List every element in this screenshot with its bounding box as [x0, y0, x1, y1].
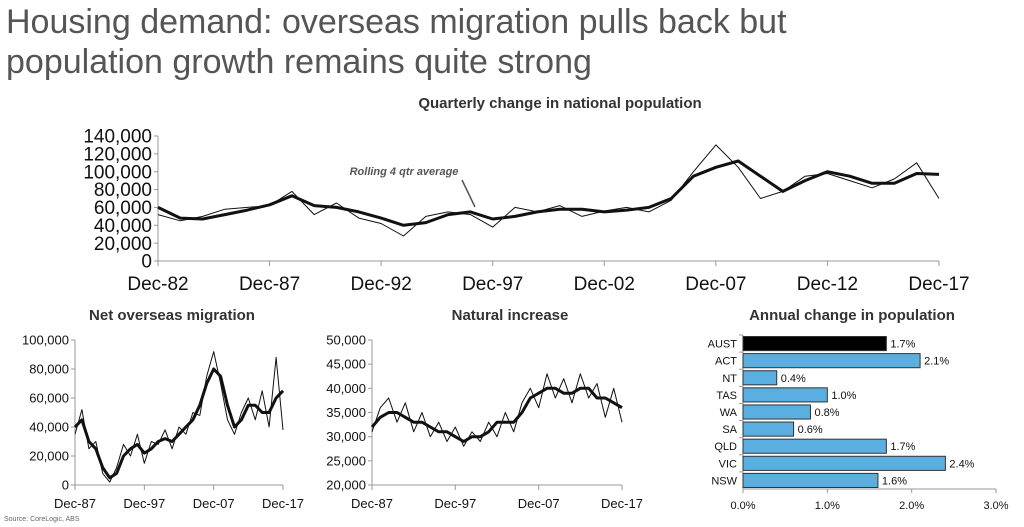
x-tick-label: Dec-07 [685, 274, 746, 295]
bar-tas [742, 387, 828, 403]
value-label: 1.7% [890, 339, 915, 351]
chart-title: Natural increase [452, 307, 569, 324]
y-tick-label: 50,000 [326, 333, 366, 348]
x-tick-label: Dec-87 [54, 496, 96, 511]
bar-sa [742, 421, 795, 437]
value-label: 1.0% [831, 390, 856, 402]
y-tick-label: 60,000 [94, 198, 152, 219]
y-tick-label: 0 [62, 478, 69, 493]
bar-qld [742, 438, 887, 454]
x-tick-label: Dec-97 [434, 496, 476, 511]
bar-nt [742, 370, 778, 386]
x-tick-label: Dec-07 [193, 496, 235, 511]
quarterly-line [157, 144, 940, 237]
value-label: 2.1% [924, 356, 949, 368]
category-label: WA [720, 407, 738, 419]
source-note: Source: CoreLogic, ABS [4, 516, 80, 523]
bar-vic [742, 455, 946, 471]
category-label: SA [722, 424, 737, 436]
y-tick-label: 100,000 [22, 333, 69, 348]
annotation-label: Rolling 4 qtr average [350, 166, 459, 178]
chart-title: Net overseas migration [89, 307, 255, 324]
x-tick-label: 3.0% [983, 500, 1008, 512]
x-tick-label: Dec-82 [127, 274, 188, 295]
x-tick-label: Dec-17 [908, 274, 969, 295]
quarterly-line [371, 373, 623, 447]
category-label: QLD [714, 441, 737, 453]
x-tick-label: Dec-92 [351, 274, 412, 295]
category-label: TAS [716, 390, 737, 402]
y-tick-label: 40,000 [326, 381, 366, 396]
x-tick-label: Dec-17 [262, 496, 304, 511]
category-label: ACT [715, 356, 737, 368]
y-tick-label: 20,000 [326, 478, 366, 493]
x-tick-label: 1.0% [815, 500, 840, 512]
annotation-arrow [461, 179, 476, 208]
x-tick-label: Dec-12 [797, 274, 858, 295]
bar-wa [742, 404, 811, 420]
bar-act [742, 353, 921, 369]
y-tick-label: 60,000 [29, 391, 69, 406]
value-label: 0.6% [798, 424, 823, 436]
title-line-1: Housing demand: overseas migration pulls… [6, 3, 787, 41]
value-label: 1.6% [882, 475, 907, 487]
chart-title: Annual change in population [749, 307, 955, 324]
x-tick-label: Dec-87 [239, 274, 300, 295]
value-label: 0.8% [814, 407, 839, 419]
x-tick-label: Dec-17 [601, 496, 643, 511]
quarterly-line [74, 351, 284, 483]
chart-title: Quarterly change in national population [418, 95, 701, 112]
x-tick-label: Dec-07 [518, 496, 560, 511]
x-tick-label: Dec-97 [123, 496, 165, 511]
x-tick-label: 0.0% [730, 500, 755, 512]
rolling-average-line [370, 386, 623, 443]
value-label: 0.4% [781, 373, 806, 385]
x-tick-label: 2.0% [899, 500, 924, 512]
y-tick-label: 25,000 [326, 453, 366, 468]
y-tick-label: 20,000 [94, 234, 152, 255]
y-tick-label: 120,000 [83, 145, 152, 166]
title-line-2: population growth remains quite strong [6, 43, 592, 81]
y-tick-label: 20,000 [29, 449, 69, 464]
y-tick-label: 40,000 [29, 420, 69, 435]
category-label: NT [722, 373, 737, 385]
y-tick-label: 45,000 [326, 357, 366, 372]
y-tick-label: 40,000 [94, 216, 152, 237]
y-tick-label: 35,000 [326, 405, 366, 420]
bar-aust [742, 336, 887, 352]
rolling-average-line [73, 367, 285, 480]
y-tick-label: 0 [141, 252, 152, 273]
category-label: VIC [719, 458, 737, 470]
x-tick-label: Dec-02 [574, 274, 635, 295]
y-tick-label: 80,000 [94, 180, 152, 201]
value-label: 1.7% [890, 441, 915, 453]
y-tick-label: 80,000 [29, 362, 69, 377]
rolling-average-line [157, 159, 940, 227]
category-label: NSW [711, 475, 737, 487]
x-tick-label: Dec-97 [462, 274, 523, 295]
value-label: 2.4% [949, 458, 974, 470]
y-tick-label: 30,000 [326, 429, 366, 444]
y-tick-label: 100,000 [83, 162, 152, 183]
x-tick-label: Dec-87 [351, 496, 393, 511]
category-label: AUST [708, 339, 738, 351]
bar-nsw [742, 472, 879, 488]
y-tick-label: 140,000 [83, 127, 152, 148]
page-title: Housing demand: overseas migration pulls… [6, 2, 787, 82]
